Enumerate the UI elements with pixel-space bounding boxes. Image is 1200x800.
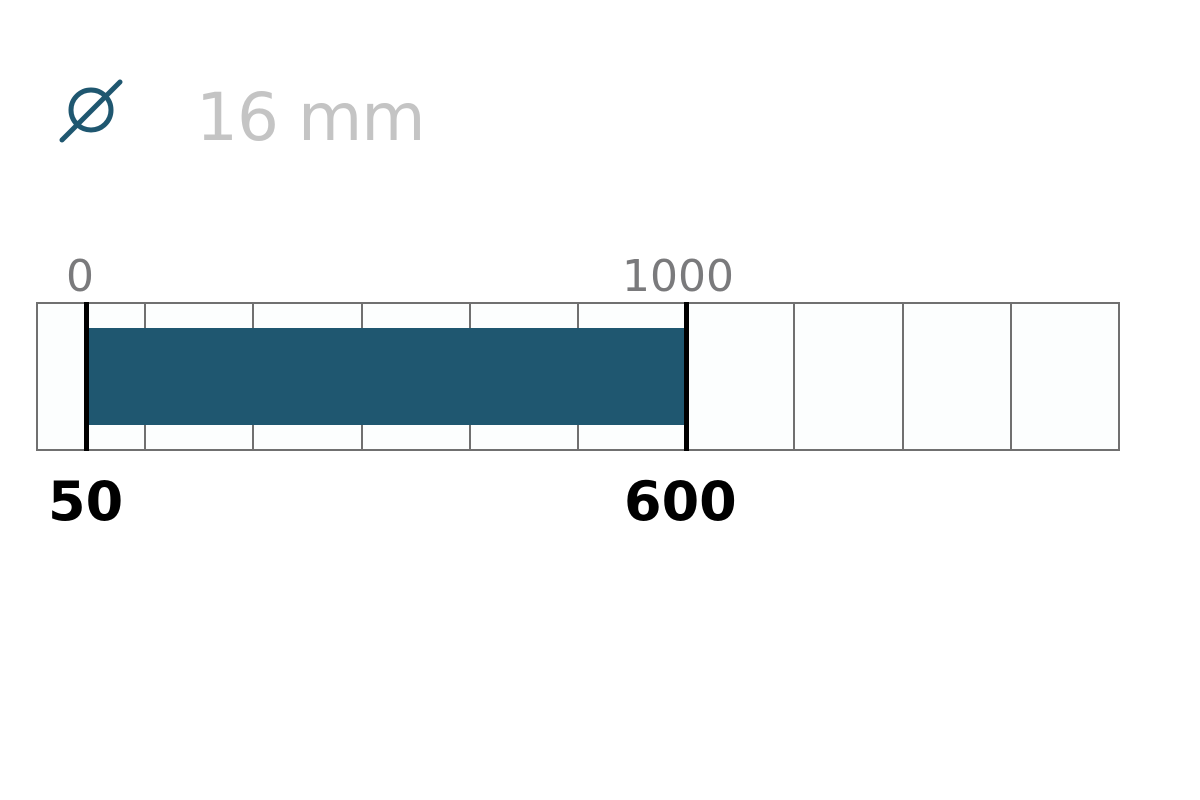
- range-min-marker: [84, 302, 89, 451]
- scale-max-label: 1000: [622, 251, 734, 302]
- scale-min-label: 0: [66, 251, 94, 302]
- range-max-value: 600: [624, 470, 737, 533]
- grid-cell: [1009, 302, 1121, 451]
- diameter-value: 16 mm: [196, 79, 426, 156]
- range-min-value: 50: [48, 470, 124, 533]
- grid-cell: [793, 302, 904, 451]
- diameter-icon: [59, 79, 123, 143]
- grid-cell: [901, 302, 1012, 451]
- range-bar: [89, 328, 685, 425]
- grid-cell: [685, 302, 796, 451]
- range-max-marker: [684, 302, 689, 451]
